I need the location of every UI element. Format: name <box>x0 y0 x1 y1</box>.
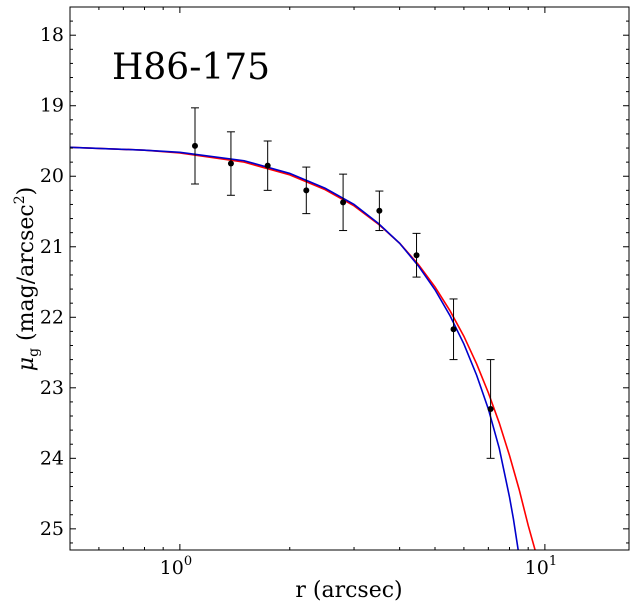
model-curves <box>70 146 536 550</box>
x-tick-label: 101 <box>525 554 557 579</box>
x-tick-label-base: 10 <box>525 557 549 579</box>
y-tick-label: 23 <box>40 377 64 399</box>
data-point <box>340 199 347 206</box>
data-point <box>450 326 457 333</box>
y-tick-labels: 18 19 20 21 22 23 24 25 <box>40 24 64 540</box>
y-tick-label: 21 <box>40 236 64 258</box>
annotation-label: H86-175 <box>112 47 270 88</box>
x-axis-label: r (arcsec) <box>295 578 402 603</box>
model-curve-2 <box>70 146 519 550</box>
x-tick-label-base: 10 <box>160 557 184 579</box>
y-axis-label: μg (mag/arcsec2) <box>12 187 42 371</box>
data-point <box>227 160 234 167</box>
plot-frame <box>69 6 630 551</box>
data-point <box>487 405 494 412</box>
y-tick-label: 22 <box>40 306 64 328</box>
y-label-close: ) <box>14 187 39 196</box>
data-point <box>413 252 420 259</box>
data-point <box>303 187 310 194</box>
model-curve-1 <box>70 146 536 550</box>
data-point <box>264 162 271 169</box>
data-point <box>191 142 198 149</box>
y-tick-label: 19 <box>40 95 64 117</box>
x-tick-label-exp: 1 <box>549 554 557 569</box>
x-tick-label-exp: 0 <box>184 554 192 569</box>
x-tick-label: 100 <box>160 554 192 579</box>
y-label-units: (mag/arcsec <box>14 204 39 348</box>
y-label-sub: g <box>26 348 42 357</box>
axis-ticks <box>69 6 629 550</box>
data-points <box>191 142 494 412</box>
x-tick-labels: 100 101 <box>160 554 557 579</box>
data-point <box>376 207 383 214</box>
y-tick-label: 25 <box>40 518 64 540</box>
y-label-base: μ <box>14 357 39 371</box>
y-label-sup: 2 <box>12 195 28 204</box>
y-tick-label: 18 <box>40 24 64 46</box>
y-tick-label: 24 <box>40 447 64 469</box>
y-tick-label: 20 <box>40 165 64 187</box>
